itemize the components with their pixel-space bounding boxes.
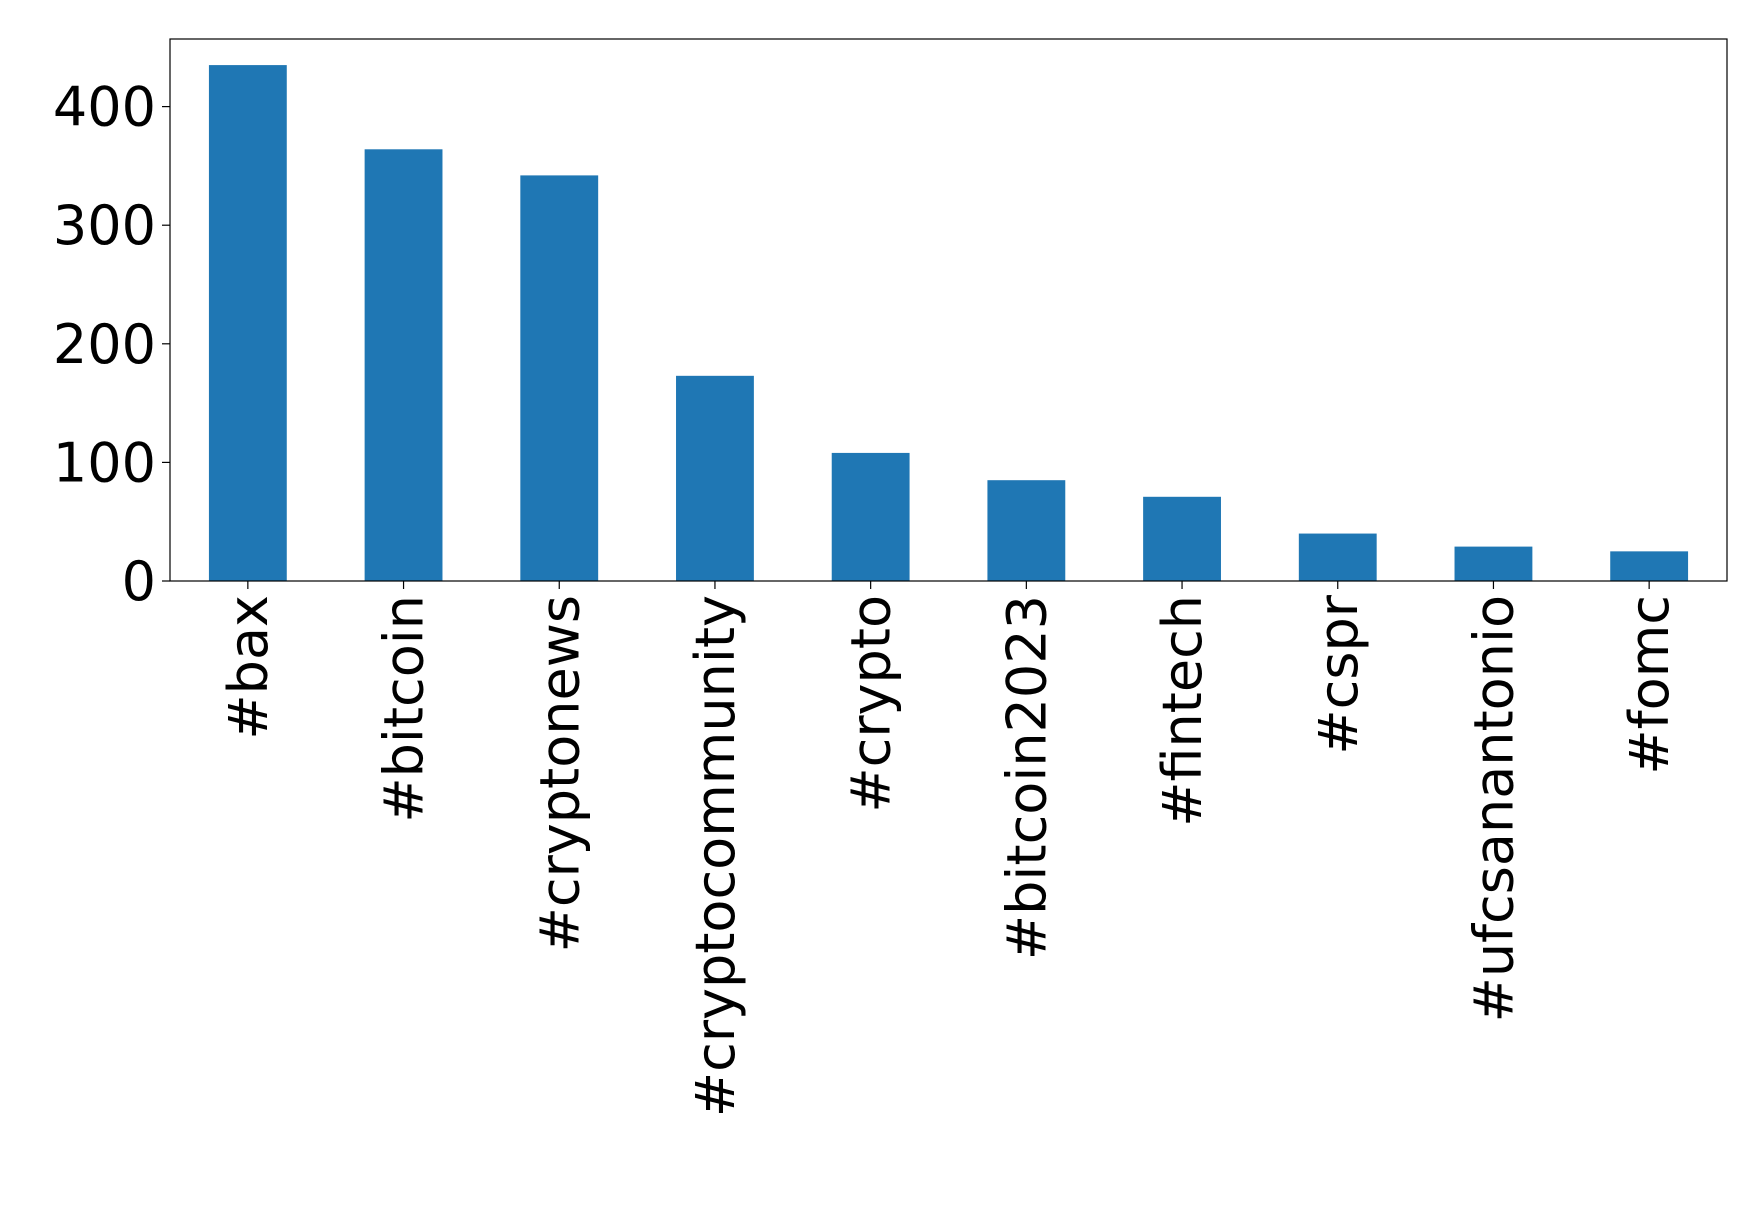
bar: [1454, 546, 1533, 581]
bar: [208, 65, 287, 581]
bar: [987, 480, 1066, 581]
x-tick-label: #bax: [217, 595, 280, 740]
y-tick-label: 200: [53, 313, 156, 376]
x-tick-label: #ufcsanantonio: [1462, 595, 1525, 1022]
y-tick-label: 300: [53, 194, 156, 257]
bar: [520, 175, 599, 581]
bar: [676, 375, 754, 581]
y-tick-label: 0: [122, 550, 156, 613]
x-tick-label: #cspr: [1307, 594, 1370, 754]
x-tick-label: #cryptonews: [528, 595, 591, 952]
bar: [1143, 496, 1221, 581]
bar: [831, 452, 910, 581]
x-tick-label: #fomc: [1618, 595, 1681, 775]
y-tick-label: 400: [53, 76, 156, 139]
x-tick-label: #bitcoin2023: [995, 595, 1058, 960]
x-tick-label: #fintech: [1151, 595, 1214, 827]
bar: [1610, 551, 1689, 581]
x-tick-label: #crypto: [840, 595, 903, 813]
x-tick-label: #cryptocommunity: [684, 595, 747, 1117]
x-tick-label: #bitcoin: [373, 595, 436, 823]
plot-frame: [169, 38, 1728, 582]
y-tick-label: 100: [53, 431, 156, 494]
bar: [1298, 533, 1377, 581]
bar: [364, 149, 443, 581]
